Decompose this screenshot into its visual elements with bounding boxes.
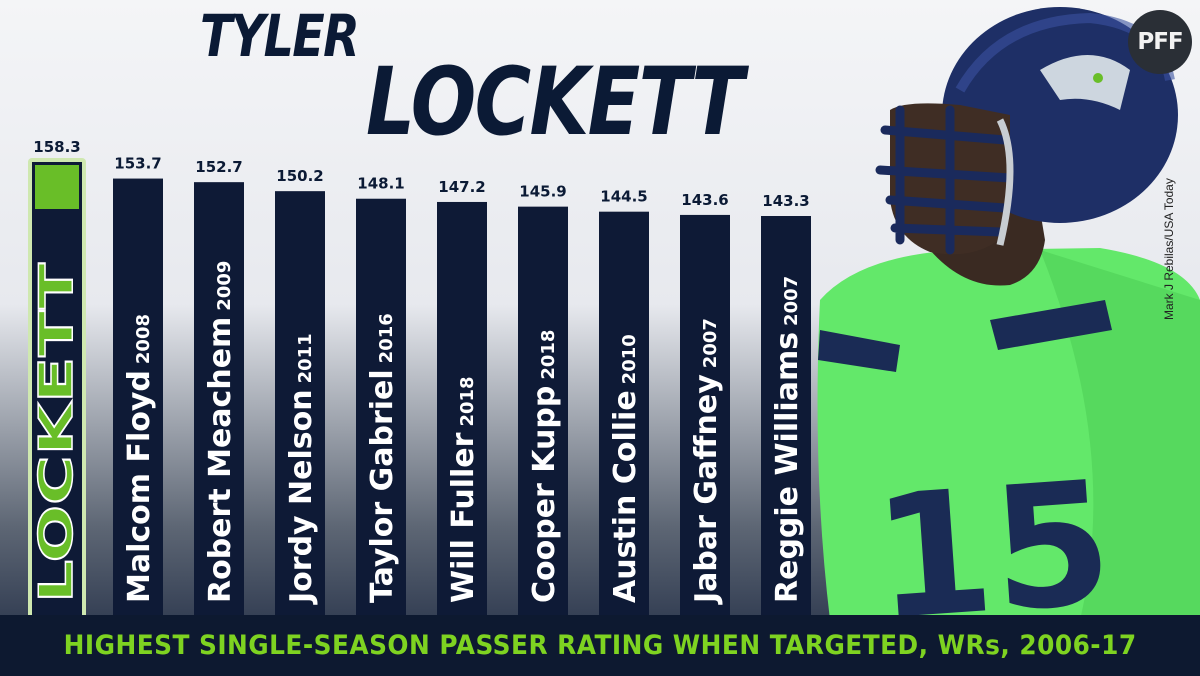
bar-value-label: 147.2 [438, 178, 485, 196]
bar-highlight-cap [35, 165, 79, 209]
bar-season-year: 2009 [214, 261, 235, 311]
bar-name-label: Taylor Gabriel 2016 [365, 313, 400, 603]
bar-season-year: 2010 [619, 334, 640, 384]
jersey-shade [1040, 250, 1200, 620]
bar-player-name: Robert Meachem [203, 317, 238, 603]
bar [680, 214, 730, 616]
bar-name-label: Will Fuller 2018 [446, 376, 481, 603]
bar-group: 152.7 Robert Meachem 2009 [194, 158, 244, 615]
title-last-name: LOCKETT [366, 48, 744, 157]
footer-caption: HIGHEST SINGLE-SEASON PASSER RATING WHEN… [63, 630, 1137, 661]
bar-group: 158.3 LOCKETT [28, 138, 86, 619]
bar-value-label: 150.2 [276, 167, 323, 185]
bar-group: 145.9 Cooper Kupp 2018 [518, 183, 568, 615]
bar [518, 206, 568, 615]
bar-player-name: Austin Collie [608, 390, 643, 603]
bar-value-label: 148.1 [357, 175, 404, 193]
sleeve-stripe-left [818, 330, 900, 372]
bar-group: 150.2 Jordy Nelson 2011 [275, 167, 325, 615]
bar-name-label: Reggie Williams 2007 [770, 276, 805, 603]
bar-player-name: Reggie Williams [770, 332, 805, 603]
bar-player-name: Malcom Floyd [122, 370, 157, 603]
bar-group: 143.3 Reggie Williams 2007 [761, 192, 811, 615]
bar [356, 198, 406, 615]
bar-value-label: 144.5 [600, 188, 647, 206]
bar-value-label: 145.9 [519, 183, 566, 201]
bar-season-year: 2018 [538, 330, 559, 380]
bar-name-label: Austin Collie 2010 [608, 334, 643, 603]
bar [113, 178, 163, 615]
bar-season-year: 2007 [781, 276, 802, 326]
bar-group: 153.7 Malcom Floyd 2008 [113, 155, 163, 615]
bar [599, 211, 649, 615]
bar-player-name: Taylor Gabriel [365, 369, 400, 603]
photo-credit: Mark J Rebilas/USA Today [1162, 178, 1176, 320]
bar-player-name: Will Fuller [446, 432, 481, 603]
bar-name-label: LOCKETT [29, 262, 83, 603]
bar-season-year: 2007 [700, 318, 721, 368]
bar-name-label: Jordy Nelson 2011 [284, 333, 319, 605]
bar-season-year: 2011 [295, 333, 316, 383]
bar-name-label: Jabar Gaffney 2007 [689, 318, 724, 605]
footer-banner: HIGHEST SINGLE-SEASON PASSER RATING WHEN… [0, 615, 1200, 676]
bar-player-name: Jordy Nelson [284, 389, 319, 605]
bar-season-year: 2016 [376, 313, 397, 363]
bar-season-year: 2018 [457, 376, 478, 426]
bar [761, 216, 811, 615]
bar-group: 147.2 Will Fuller 2018 [437, 178, 487, 615]
bar [275, 191, 325, 615]
pff-logo: PFF [1128, 10, 1192, 74]
bar [32, 162, 82, 615]
bar-name-label: Robert Meachem 2009 [203, 261, 238, 603]
bar-season-year: 2008 [133, 314, 154, 364]
bar-player-name: Jabar Gaffney [689, 374, 724, 605]
title-first-name: TYLER [200, 2, 360, 70]
bar-group: 143.6 Jabar Gaffney 2007 [680, 191, 730, 616]
bars-layer: 158.3 LOCKETT 153.7 Malcom Floyd 2008 152.7 Ro… [28, 138, 811, 619]
bar [194, 182, 244, 615]
bar-value-label: 158.3 [33, 138, 80, 156]
bar [437, 201, 487, 615]
facemask [875, 105, 1015, 255]
bar-value-label: 143.6 [681, 191, 728, 209]
bar-name-label: Malcom Floyd 2008 [122, 314, 157, 603]
bar-player-name: Cooper Kupp [527, 386, 562, 603]
bar-value-label: 152.7 [195, 158, 242, 176]
bar-value-label: 153.7 [114, 155, 161, 173]
bar-name-label: Cooper Kupp 2018 [527, 330, 562, 603]
bar-value-label: 143.3 [762, 192, 809, 210]
bar-group: 148.1 Taylor Gabriel 2016 [356, 175, 406, 615]
sleeve-stripe-right [990, 300, 1112, 350]
bar-group: 144.5 Austin Collie 2010 [599, 188, 649, 615]
seahawks-logo [1040, 55, 1130, 110]
